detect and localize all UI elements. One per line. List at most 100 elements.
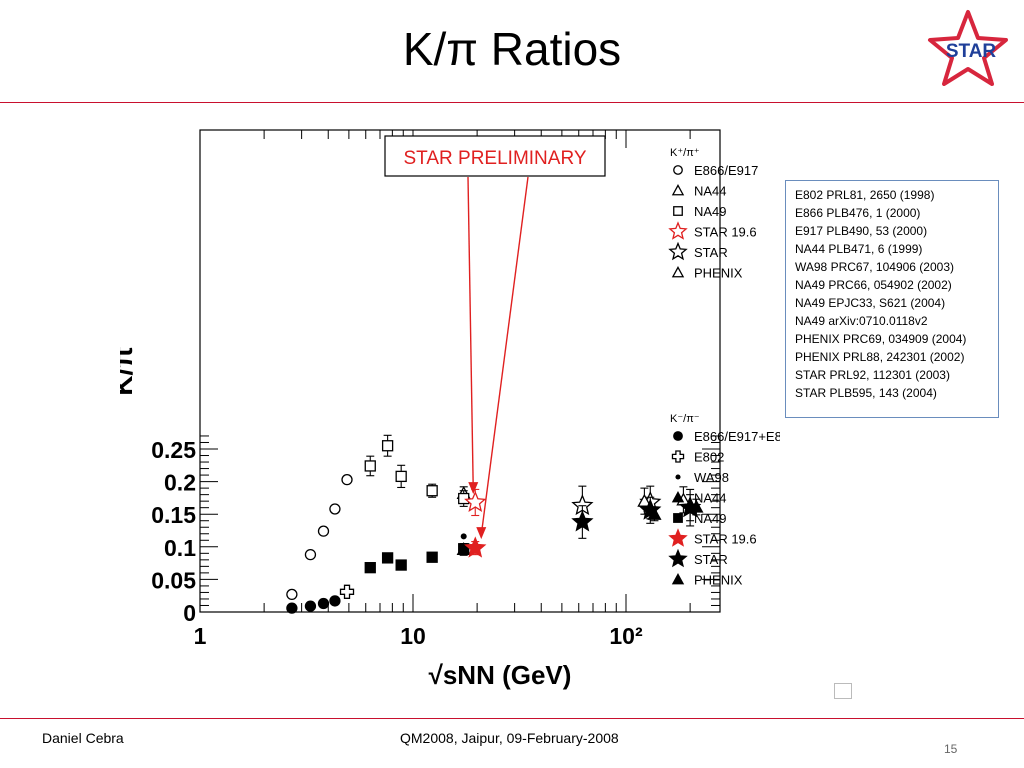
title-divider xyxy=(0,102,1024,103)
legend-marker-kplus xyxy=(673,206,683,216)
kplus-na49-point xyxy=(426,485,438,497)
legend-label-kplus: STAR 19.6 xyxy=(694,225,757,240)
kminus-star-19-6-point xyxy=(464,536,487,558)
y-tick-label: 0.2 xyxy=(164,470,196,496)
kminus-star-point xyxy=(571,510,594,532)
footer-divider xyxy=(0,718,1024,719)
legend-label-kplus: STAR xyxy=(694,245,728,260)
legend-label-kminus: STAR xyxy=(694,552,728,567)
star-logo-text: STAR xyxy=(946,41,997,62)
kplus-na49-point xyxy=(458,492,470,505)
kminus-na49-point xyxy=(381,552,394,564)
legend-label-kminus: NA49 xyxy=(694,511,727,526)
star-logo: STAR xyxy=(928,10,1008,86)
kminus-e866-e917-e895-point xyxy=(329,595,341,607)
annotation-arrow-kplus xyxy=(467,176,474,491)
legend-label-kminus: PHENIX xyxy=(694,573,743,588)
kplus-e866-e917-point xyxy=(341,473,353,486)
star-logo-shape xyxy=(928,10,1008,86)
legend-label-kplus: PHENIX xyxy=(694,266,743,281)
legend-title-kplus: K⁺/π⁺ xyxy=(670,147,700,159)
kminus-e802-point xyxy=(339,584,355,599)
y-tick-label: 0.05 xyxy=(151,567,196,593)
footer-author: Daniel Cebra xyxy=(42,730,124,746)
page-number: 15 xyxy=(944,742,958,756)
reference-item: WA98 PRC67, 104906 (2003) xyxy=(795,260,954,274)
reference-list: E802 PRL81, 2650 (1998) E866 PLB476, 1 (2… xyxy=(785,180,999,418)
legend-marker-kplus xyxy=(671,266,685,278)
reference-item: NA49 PRC66, 054902 (2002) xyxy=(795,278,952,292)
kminus-phenix-point xyxy=(647,506,662,520)
legend-label-kminus: E802 xyxy=(694,450,724,465)
kpi-ratio-chart: 1 10 10² 0 0.05 0.1 0.15 0.2 0.25 √sNN (GeV) K/π K… xyxy=(120,129,780,690)
kplus-e866-e917-point xyxy=(317,525,330,537)
legend-layer: K⁺/π⁺ E866/E917 NA44 NA49 STAR 19.6 STAR PHENI… xyxy=(668,147,780,588)
legend-marker-kminus xyxy=(668,548,688,568)
kplus-e866-e917-point xyxy=(286,588,298,601)
footer-conference: QM2008, Jaipur, 09-February-2008 xyxy=(400,730,619,746)
kplus-e866-e917-point xyxy=(304,548,317,561)
legend-marker-kminus xyxy=(675,474,681,480)
kplus-na49-point xyxy=(364,460,376,472)
arrowhead-icon xyxy=(476,527,487,540)
kminus-wa98-point xyxy=(460,533,467,540)
kminus-e866-e917-e895-point xyxy=(286,602,298,614)
annotation-arrow-kminus xyxy=(480,176,529,536)
legend-label-kminus: STAR 19.6 xyxy=(694,532,757,547)
kminus-phenix-point xyxy=(689,499,704,513)
legend-marker-kplus xyxy=(668,221,688,240)
y-tick-label: 0.25 xyxy=(151,437,196,463)
kminus-e866-e917-e895-point xyxy=(304,600,317,612)
y-tick-label: 0.1 xyxy=(164,535,196,561)
reference-item: PHENIX PRL88, 242301 (2002) xyxy=(795,350,965,364)
slide-title: K/π Ratios xyxy=(402,23,622,75)
x-axis-title: √sNN (GeV) xyxy=(429,660,572,690)
legend-marker-kplus xyxy=(668,241,688,261)
legend-marker-kminus xyxy=(671,573,685,585)
legend-label-kminus: NA44 xyxy=(694,491,727,506)
preliminary-label: STAR PRELIMINARY xyxy=(403,148,586,169)
legend-marker-kminus xyxy=(671,450,685,463)
y-tick-label: 0 xyxy=(183,600,196,626)
reference-item: E917 PLB490, 53 (2000) xyxy=(795,224,928,238)
marks-layer xyxy=(286,434,704,614)
plot-frame xyxy=(199,129,721,613)
legend-label-kplus: NA44 xyxy=(694,184,727,199)
legend-marker-kminus xyxy=(668,528,688,547)
kminus-na49-point xyxy=(395,559,407,571)
legend-marker-kplus xyxy=(673,165,683,175)
kplus-na49-point xyxy=(381,440,394,452)
kminus-na49-point xyxy=(458,543,470,555)
x-tick-label: 10² xyxy=(609,623,643,649)
reference-item: E802 PRL81, 2650 (1998) xyxy=(795,188,935,202)
kminus-na49-point xyxy=(426,551,438,563)
axes-layer: 1 10 10² 0 0.05 0.1 0.15 0.2 0.25 √sNN (GeV) K/π xyxy=(120,129,721,690)
legend-label-kplus: NA49 xyxy=(694,204,727,219)
kplus-na49-point xyxy=(395,470,407,483)
y-tick-label: 0.15 xyxy=(151,502,196,528)
reference-item: E866 PLB476, 1 (2000) xyxy=(795,206,921,220)
resize-handle-icon xyxy=(834,683,852,699)
x-tick-label: 10 xyxy=(400,623,426,649)
x-tick-label: 1 xyxy=(194,623,207,649)
kplus-phenix-point xyxy=(637,493,652,507)
kplus-e866-e917-point xyxy=(329,503,341,515)
reference-item: PHENIX PRC69, 034909 (2004) xyxy=(795,332,967,346)
reference-item: NA49 arXiv:0710.0118v2 xyxy=(795,314,928,328)
reference-item: NA44 PLB471, 6 (1999) xyxy=(795,242,923,256)
y-axis-title: K/π xyxy=(120,346,138,395)
legend-label-kminus: E866/E917+E895 xyxy=(694,429,780,444)
legend-label-kminus: WA98 xyxy=(694,470,729,485)
kminus-e866-e917-e895-point xyxy=(317,597,330,610)
reference-item: STAR PRL92, 112301 (2003) xyxy=(795,368,950,382)
arrowhead-icon xyxy=(468,482,479,495)
reference-item: NA49 EPJC33, S621 (2004) xyxy=(795,296,946,310)
legend-marker-kminus xyxy=(673,431,683,441)
legend-label-kplus: E866/E917 xyxy=(694,163,758,178)
preliminary-box xyxy=(384,135,606,177)
kplus-star-19-6-point xyxy=(464,490,487,512)
kminus-na49-point xyxy=(364,562,376,574)
reference-item: STAR PLB595, 143 (2004) xyxy=(795,386,937,400)
legend-marker-kminus xyxy=(673,513,683,523)
annotation-layer: STAR PRELIMINARY xyxy=(384,135,606,540)
